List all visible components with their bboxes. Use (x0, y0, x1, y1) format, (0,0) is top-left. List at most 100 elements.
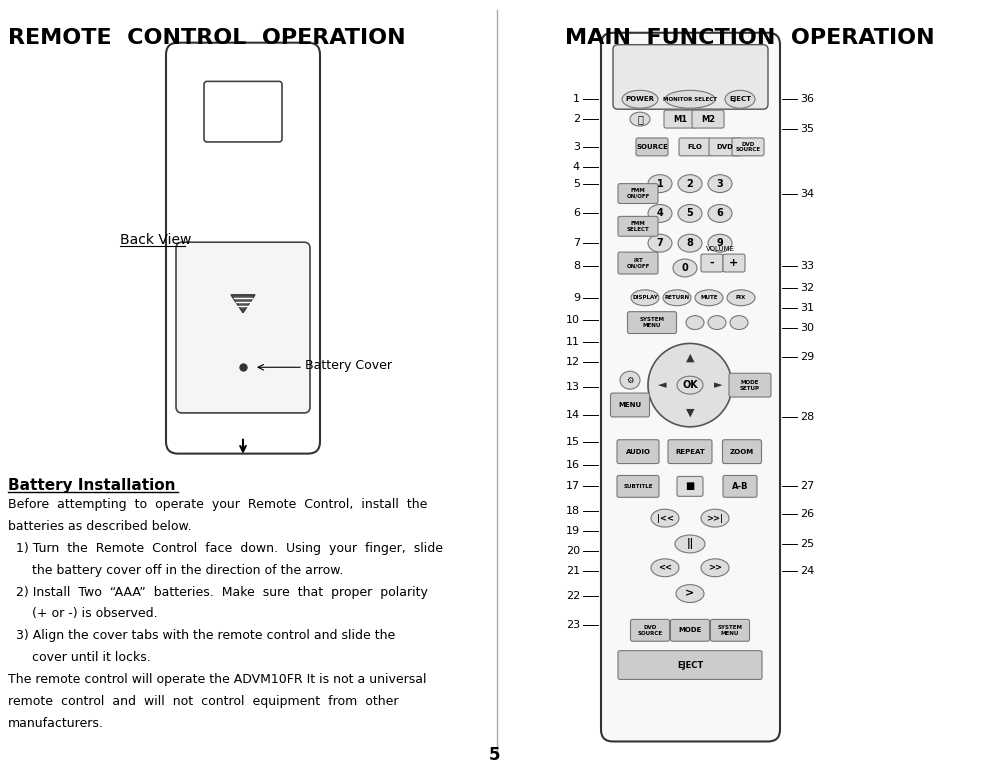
Text: MAIN  FUNCTION  OPERATION: MAIN FUNCTION OPERATION (565, 28, 935, 48)
Text: DVD: DVD (716, 144, 733, 150)
Text: >: > (686, 588, 695, 598)
Text: 7: 7 (573, 238, 580, 248)
Text: 3: 3 (716, 179, 723, 189)
Ellipse shape (663, 290, 691, 306)
Text: POWER: POWER (625, 96, 654, 102)
Text: 16: 16 (566, 459, 580, 469)
Text: 22: 22 (566, 591, 580, 601)
Text: 9: 9 (716, 238, 723, 248)
Ellipse shape (725, 91, 755, 108)
Ellipse shape (622, 91, 658, 108)
FancyBboxPatch shape (618, 217, 658, 237)
Text: AUDIO: AUDIO (625, 449, 650, 455)
Text: DISPLAY: DISPLAY (632, 295, 658, 300)
Text: 7: 7 (657, 238, 663, 248)
Text: 12: 12 (566, 357, 580, 367)
Ellipse shape (648, 174, 672, 193)
Text: 13: 13 (566, 382, 580, 392)
Ellipse shape (708, 234, 732, 252)
FancyBboxPatch shape (723, 475, 757, 498)
FancyBboxPatch shape (618, 650, 762, 680)
FancyBboxPatch shape (618, 184, 658, 204)
FancyBboxPatch shape (636, 138, 668, 156)
Text: FMM
ON/OFF: FMM ON/OFF (626, 188, 650, 199)
Text: 5: 5 (687, 208, 694, 218)
Text: IRT
ON/OFF: IRT ON/OFF (626, 257, 650, 269)
Text: >>: >> (708, 563, 722, 572)
Text: 1: 1 (573, 94, 580, 104)
Text: <<: << (658, 563, 672, 572)
Text: DVD
SOURCE: DVD SOURCE (637, 625, 663, 636)
FancyBboxPatch shape (617, 440, 659, 464)
Text: Battery Cover: Battery Cover (305, 359, 392, 372)
Text: The remote control will operate the ADVM10FR It is not a universal: The remote control will operate the ADVM… (8, 673, 426, 686)
FancyBboxPatch shape (617, 475, 659, 498)
Text: 5: 5 (490, 746, 500, 764)
Text: MUTE: MUTE (701, 295, 717, 300)
Ellipse shape (620, 371, 640, 389)
Text: MODE
SETUP: MODE SETUP (740, 379, 760, 391)
Ellipse shape (695, 290, 723, 306)
Text: RETURN: RETURN (664, 295, 690, 300)
FancyBboxPatch shape (613, 45, 768, 109)
Text: >>|: >>| (707, 514, 723, 523)
Ellipse shape (708, 174, 732, 193)
Text: 19: 19 (566, 526, 580, 536)
Text: M2: M2 (701, 114, 716, 124)
Text: ◄: ◄ (658, 380, 666, 390)
Text: 20: 20 (566, 546, 580, 556)
Text: VOLUME: VOLUME (706, 246, 734, 252)
Text: EJECT: EJECT (729, 96, 751, 102)
Polygon shape (231, 295, 255, 313)
Text: OK: OK (682, 380, 698, 390)
Text: A-B: A-B (731, 482, 748, 491)
Text: 2: 2 (687, 179, 694, 189)
Text: SOURCE: SOURCE (636, 144, 668, 150)
Ellipse shape (631, 290, 659, 306)
Text: 11: 11 (566, 337, 580, 347)
Text: ▼: ▼ (686, 408, 695, 418)
FancyBboxPatch shape (722, 440, 761, 464)
FancyBboxPatch shape (166, 43, 320, 454)
FancyBboxPatch shape (677, 476, 703, 496)
Ellipse shape (678, 204, 702, 223)
Text: the battery cover off in the direction of the arrow.: the battery cover off in the direction o… (8, 564, 343, 577)
Ellipse shape (677, 376, 703, 394)
Ellipse shape (678, 234, 702, 252)
Text: 26: 26 (800, 509, 815, 519)
Text: 31: 31 (800, 303, 814, 313)
Ellipse shape (730, 316, 748, 329)
Ellipse shape (727, 290, 755, 306)
Text: 8: 8 (573, 261, 580, 271)
FancyBboxPatch shape (732, 138, 764, 156)
Ellipse shape (673, 259, 697, 277)
Text: 3) Align the cover tabs with the remote control and slide the: 3) Align the cover tabs with the remote … (8, 629, 395, 642)
Text: EJECT: EJECT (677, 660, 704, 670)
Text: batteries as described below.: batteries as described below. (8, 520, 191, 533)
Text: 27: 27 (800, 482, 815, 492)
Text: manufacturers.: manufacturers. (8, 717, 104, 730)
FancyBboxPatch shape (176, 242, 310, 413)
FancyBboxPatch shape (701, 254, 723, 272)
FancyBboxPatch shape (711, 619, 749, 641)
Text: 33: 33 (800, 261, 814, 271)
Text: 4: 4 (657, 208, 663, 218)
Text: PIX: PIX (736, 295, 746, 300)
Text: REMOTE  CONTROL  OPERATION: REMOTE CONTROL OPERATION (8, 28, 405, 48)
Text: MODE: MODE (678, 627, 702, 634)
Text: remote  control  and  will  not  control  equipment  from  other: remote control and will not control equi… (8, 695, 398, 708)
Text: ■: ■ (686, 482, 695, 492)
Text: ||: || (687, 538, 694, 549)
Text: 21: 21 (566, 566, 580, 576)
Text: cover until it locks.: cover until it locks. (8, 651, 151, 664)
Text: FMM
SELECT: FMM SELECT (626, 221, 649, 232)
Ellipse shape (630, 112, 650, 126)
Text: SYSTEM
MENU: SYSTEM MENU (639, 317, 665, 328)
Ellipse shape (648, 204, 672, 223)
Text: MENU: MENU (618, 402, 641, 408)
Ellipse shape (648, 234, 672, 252)
Text: ⚙: ⚙ (626, 376, 634, 385)
Ellipse shape (651, 559, 679, 577)
Text: 3: 3 (573, 142, 580, 152)
FancyBboxPatch shape (668, 440, 712, 464)
